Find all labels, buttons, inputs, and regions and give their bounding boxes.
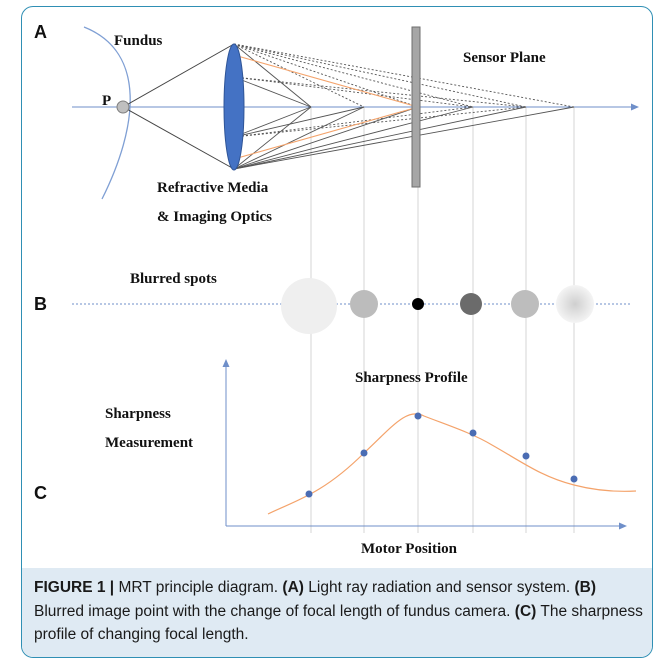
sharpness-point-3	[414, 412, 422, 420]
sharpness-point-1	[305, 490, 313, 498]
caption-intro: MRT principle diagram.	[114, 579, 283, 596]
imaging-optics-label: & Imaging Optics	[157, 209, 272, 225]
rays-to-lens	[122, 43, 235, 170]
caption-box: FIGURE 1 | MRT principle diagram. (A) Li…	[22, 568, 652, 657]
blurred-spot-6	[556, 285, 594, 323]
panel-b-label: B	[34, 294, 47, 314]
sharpness-point-5	[522, 452, 530, 460]
point-p-label: P	[102, 93, 111, 109]
blurred-spot-5	[511, 290, 539, 318]
lens	[223, 43, 245, 171]
y-axis-label-line1: Sharpness	[105, 406, 171, 422]
caption-c-text: The sharpness profile of changing focal …	[34, 602, 643, 644]
caption-b-text: Blurred image point with the change of f…	[34, 602, 515, 620]
caption-c-tag: (C)	[514, 602, 537, 620]
x-axis-label: Motor Position	[361, 541, 458, 557]
y-axis-arrowhead	[222, 359, 230, 367]
blurred-spot-1	[281, 278, 337, 334]
fundus-curve	[83, 26, 131, 200]
sharpness-curve	[267, 413, 637, 515]
sharpness-point-4	[469, 429, 477, 437]
figure-caption: FIGURE 1 | MRT principle diagram. (A) Li…	[34, 576, 644, 647]
y-axis-label-line2: Measurement	[105, 435, 193, 451]
sensor-plane-label: Sensor Plane	[463, 50, 546, 66]
sharpness-profile-title: Sharpness Profile	[355, 370, 468, 386]
blurred-spot-4	[460, 293, 482, 315]
blurred-spot-3	[412, 298, 424, 310]
refractive-media-label: Refractive Media	[157, 180, 269, 196]
panel-c-label: C	[34, 483, 47, 503]
blurred-spots	[281, 278, 594, 334]
diagram: A B C	[34, 22, 639, 557]
caption-a-tag: (A)	[282, 579, 304, 596]
sensor-plane	[411, 26, 421, 188]
sharpness-point-6	[570, 475, 578, 483]
sharpness-point-2	[360, 449, 368, 457]
figure-frame: A B C	[21, 6, 653, 658]
x-axis-arrowhead	[619, 522, 627, 530]
optical-axis-arrowhead	[631, 103, 639, 111]
blurred-spots-label: Blurred spots	[130, 271, 217, 287]
caption-b-tag: (B)	[574, 579, 597, 596]
sharpness-points	[305, 412, 578, 498]
blurred-spot-2	[350, 290, 378, 318]
caption-figure-label: FIGURE 1 |	[34, 579, 115, 596]
fundus-label: Fundus	[114, 33, 163, 49]
focused-rays	[233, 54, 419, 160]
point-p	[116, 100, 130, 114]
converging-rays-dotted	[233, 43, 575, 138]
panel-a-label: A	[34, 22, 47, 42]
converging-rays-solid	[233, 43, 575, 170]
caption-a-text: Light ray radiation and sensor system.	[303, 579, 575, 596]
